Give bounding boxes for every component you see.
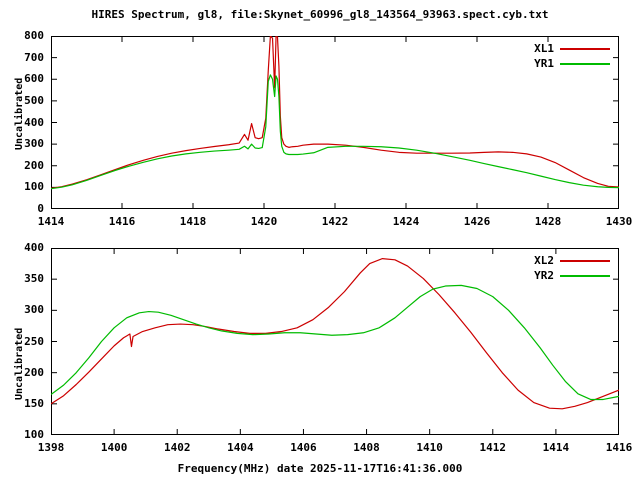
x-tick-label: 1402	[163, 441, 191, 454]
x-tick-label: 1428	[534, 215, 562, 228]
x-tick-label: 1430	[605, 215, 633, 228]
legend-label-xl2: XL2	[534, 254, 554, 267]
y-tick-label: 400	[24, 241, 44, 254]
series-line-yr1	[51, 74, 619, 190]
y-tick-label: 700	[24, 50, 44, 64]
legend-swatch-xl2	[560, 260, 610, 262]
y-tick-label: 100	[24, 180, 44, 194]
top-chart-canvas	[51, 36, 619, 209]
legend-label-yr2: YR2	[534, 269, 554, 282]
x-tick-label: 1422	[321, 215, 349, 228]
y-tick-label: 250	[24, 334, 44, 348]
x-tick-label: 1406	[290, 441, 317, 454]
x-tick-label: 1408	[353, 441, 380, 454]
x-tick-label: 1418	[179, 215, 207, 228]
series-line-xl2	[51, 258, 619, 410]
y-tick-label: 400	[24, 115, 44, 129]
bottom-legend: XL2 YR2	[430, 254, 610, 284]
bottom-chart-canvas	[51, 248, 619, 435]
legend-item-yr2: YR2	[430, 269, 610, 284]
x-tick-label: 1416	[108, 215, 136, 228]
legend-swatch-xl1	[560, 48, 610, 50]
y-tick-label: 800	[24, 29, 44, 42]
x-tick-label: 1416	[605, 441, 633, 454]
x-axis-label: Frequency(MHz) date 2025-11-17T16:41:36.…	[177, 462, 463, 475]
bottom-plot-frame	[51, 248, 619, 435]
y-tick-label: 200	[24, 365, 44, 379]
x-tick-label: 1400	[100, 441, 128, 454]
page-title: HIRES Spectrum, gl8, file:Skynet_60996_g…	[91, 8, 549, 21]
legend-swatch-yr1	[560, 63, 610, 65]
legend-label-yr1: YR1	[534, 57, 554, 70]
x-tick-label: 1412	[479, 441, 507, 454]
x-tick-label: 1426	[463, 215, 491, 228]
x-tick-label: 1398	[37, 441, 65, 454]
x-tick-label: 1424	[392, 215, 420, 228]
y-tick-label: 150	[24, 396, 44, 410]
legend-item-xl1: XL1	[430, 42, 610, 57]
x-tick-label: 1420	[250, 215, 278, 228]
x-tick-label: 1414	[542, 441, 570, 454]
y-tick-label: 600	[24, 72, 44, 86]
y-tick-label: 300	[24, 137, 44, 151]
top-panel: Uncalibrated 0 100 200 300 400 500 600 700 800 1…	[0, 0, 640, 230]
y-tick-label: 0	[37, 202, 44, 215]
bottom-panel: Uncalibrated 100 150 200 250 300 350 400 1398 1…	[0, 230, 640, 480]
x-tick-label: 1404	[227, 441, 254, 454]
y-tick-label: 350	[24, 272, 44, 286]
x-tick-label: 1414	[37, 215, 65, 228]
x-tick-label: 1410	[416, 441, 443, 454]
series-line-yr2	[51, 284, 619, 401]
y-tick-label: 500	[24, 93, 44, 107]
series-line-xl1	[51, 36, 619, 189]
legend-label-xl1: XL1	[534, 42, 554, 55]
legend-item-xl2: XL2	[430, 254, 610, 269]
y-tick-label: 200	[24, 158, 44, 172]
legend-item-yr1: YR1	[430, 57, 610, 72]
legend-swatch-yr2	[560, 275, 610, 277]
y-tick-label: 100	[24, 428, 44, 441]
top-legend: XL1 YR1	[430, 42, 610, 72]
y-tick-label: 300	[24, 303, 44, 317]
